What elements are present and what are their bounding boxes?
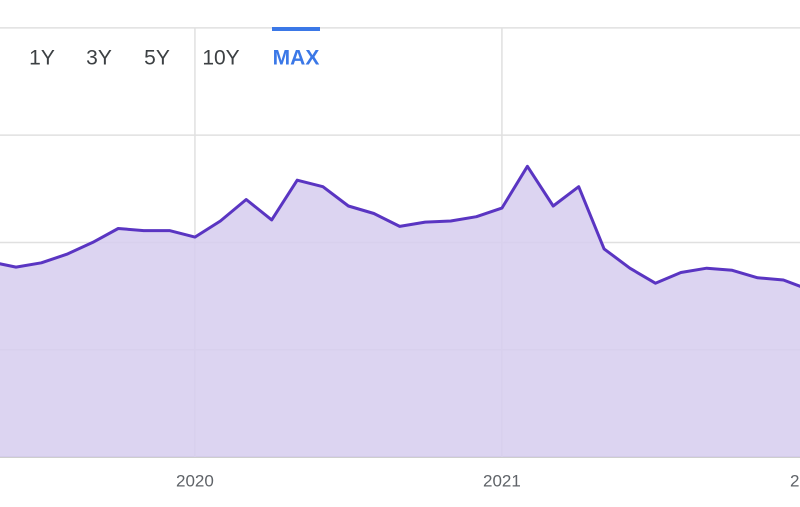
active-tab-indicator	[272, 27, 320, 31]
range-tab[interactable]: 1Y	[29, 47, 55, 70]
range-tab[interactable]: 5Y	[144, 47, 170, 70]
area-fill	[0, 166, 800, 457]
range-tab[interactable]: 10Y	[202, 47, 239, 70]
range-tab[interactable]: MAX	[273, 47, 320, 70]
range-tab[interactable]: 3Y	[86, 47, 112, 70]
x-tick-label: 2020	[176, 471, 214, 490]
x-tick-label: 2021	[483, 471, 521, 490]
line	[0, 164, 800, 288]
x-tick-label: 2022	[790, 471, 800, 490]
